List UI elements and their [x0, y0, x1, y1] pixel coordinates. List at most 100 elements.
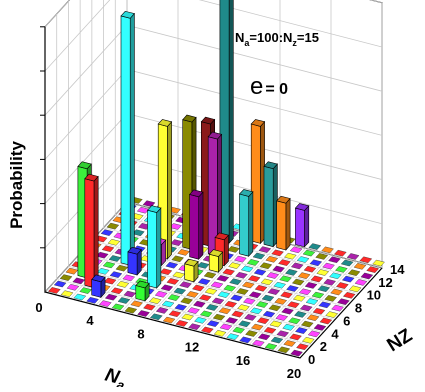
floor-tile — [101, 245, 115, 253]
floor-tile — [235, 271, 248, 279]
y-tick-label: 10 — [367, 288, 381, 303]
bar-side-face — [167, 121, 172, 260]
floor-tile — [347, 269, 361, 277]
floor-tile — [289, 246, 303, 254]
floor-tile — [318, 301, 332, 309]
floor-tile — [196, 262, 210, 269]
bar-front-face — [84, 178, 95, 289]
floor-tile — [159, 268, 173, 276]
floor-tile — [79, 287, 92, 294]
floor-tile — [292, 294, 306, 302]
floor-tile — [325, 311, 339, 318]
x-tick-label: 20 — [287, 366, 301, 381]
floor-tile — [312, 307, 326, 315]
floor-tile — [308, 243, 322, 250]
floor-tile — [315, 253, 329, 260]
bar-top-face — [157, 119, 173, 127]
floor-tile — [211, 297, 225, 305]
floor-tile — [230, 294, 243, 302]
floor-tile — [203, 271, 217, 279]
bar — [189, 189, 204, 260]
floor-tile — [95, 251, 109, 259]
floor-tile — [192, 284, 205, 292]
bar-top-face — [214, 232, 230, 241]
floor-tile — [204, 287, 218, 295]
floor-tile — [281, 307, 294, 315]
floor-tile — [250, 323, 264, 331]
floor-grid-line — [68, 265, 324, 333]
bar — [208, 249, 224, 273]
floor-grid-line — [70, 208, 153, 299]
bar-front-face — [295, 207, 305, 248]
floor-tile — [249, 307, 263, 315]
floor-tile — [303, 265, 317, 273]
floor-tile — [262, 310, 276, 318]
bar-top-face — [189, 189, 204, 198]
floor-tile — [143, 303, 156, 311]
floor-grid-line — [197, 241, 281, 332]
floor-tile — [267, 288, 281, 295]
floor-tile — [238, 320, 251, 328]
bar-top-face — [77, 161, 92, 170]
bar-side-face — [228, 0, 234, 244]
floor-tile — [115, 264, 129, 272]
floor-tile — [316, 269, 330, 276]
floor-tile — [222, 268, 235, 276]
floor-tile — [299, 304, 313, 312]
bar-top-face — [200, 116, 216, 125]
floor-tile — [337, 298, 350, 306]
floor-tile — [210, 281, 224, 289]
floor-tile — [225, 317, 239, 324]
floor-tile — [342, 291, 356, 299]
floor-tile — [278, 259, 291, 266]
floor-tile — [290, 262, 304, 270]
floor-tile — [247, 275, 261, 282]
y-axis-title: NZ — [384, 325, 417, 356]
floor-tile — [288, 317, 301, 325]
floor-tile — [73, 293, 87, 301]
floor-tile — [186, 291, 199, 298]
floor-tile — [296, 343, 309, 351]
floor-tile — [228, 262, 241, 269]
y-tick-label: 0 — [308, 352, 315, 367]
floor-tile — [335, 266, 348, 273]
floor-tile — [336, 282, 349, 289]
floor-tile — [155, 307, 169, 314]
floor-tile — [200, 326, 214, 334]
y-tick-label: 6 — [343, 313, 350, 328]
floor-tile — [47, 287, 61, 294]
floor-tile — [283, 340, 296, 347]
floor-tile — [324, 295, 337, 302]
floor-tile — [132, 229, 145, 237]
floor-tile — [274, 298, 288, 305]
z-axis-title: Probability — [7, 141, 26, 229]
bar-top-face — [135, 280, 150, 289]
floor-tile — [110, 287, 124, 295]
floor-tile — [148, 297, 162, 305]
bar-top-face — [127, 246, 142, 255]
bar — [84, 173, 99, 289]
bar-top-face — [207, 131, 223, 140]
floor-tile — [168, 310, 182, 318]
bar — [250, 119, 266, 245]
floor-tile — [359, 256, 373, 264]
floor-tile — [171, 255, 184, 263]
floor-tile — [304, 282, 318, 289]
bar-side-face — [156, 207, 162, 289]
floor-tile — [66, 283, 80, 291]
floor-tile — [273, 281, 286, 289]
bar-front-face — [120, 15, 131, 266]
bar-front-face — [184, 263, 195, 283]
floor-tile — [252, 252, 266, 260]
floor-tile — [354, 279, 368, 286]
floor-tile — [107, 238, 121, 246]
floor-grid-line — [223, 247, 306, 339]
floor-tile — [275, 314, 289, 321]
floor-edge — [44, 267, 383, 359]
floor-tile — [111, 303, 125, 311]
floor-tile — [170, 239, 183, 247]
bar-top-face — [84, 173, 99, 182]
bar-front-face — [91, 279, 102, 298]
floor-tile — [261, 294, 275, 302]
floor-tile — [255, 301, 269, 308]
